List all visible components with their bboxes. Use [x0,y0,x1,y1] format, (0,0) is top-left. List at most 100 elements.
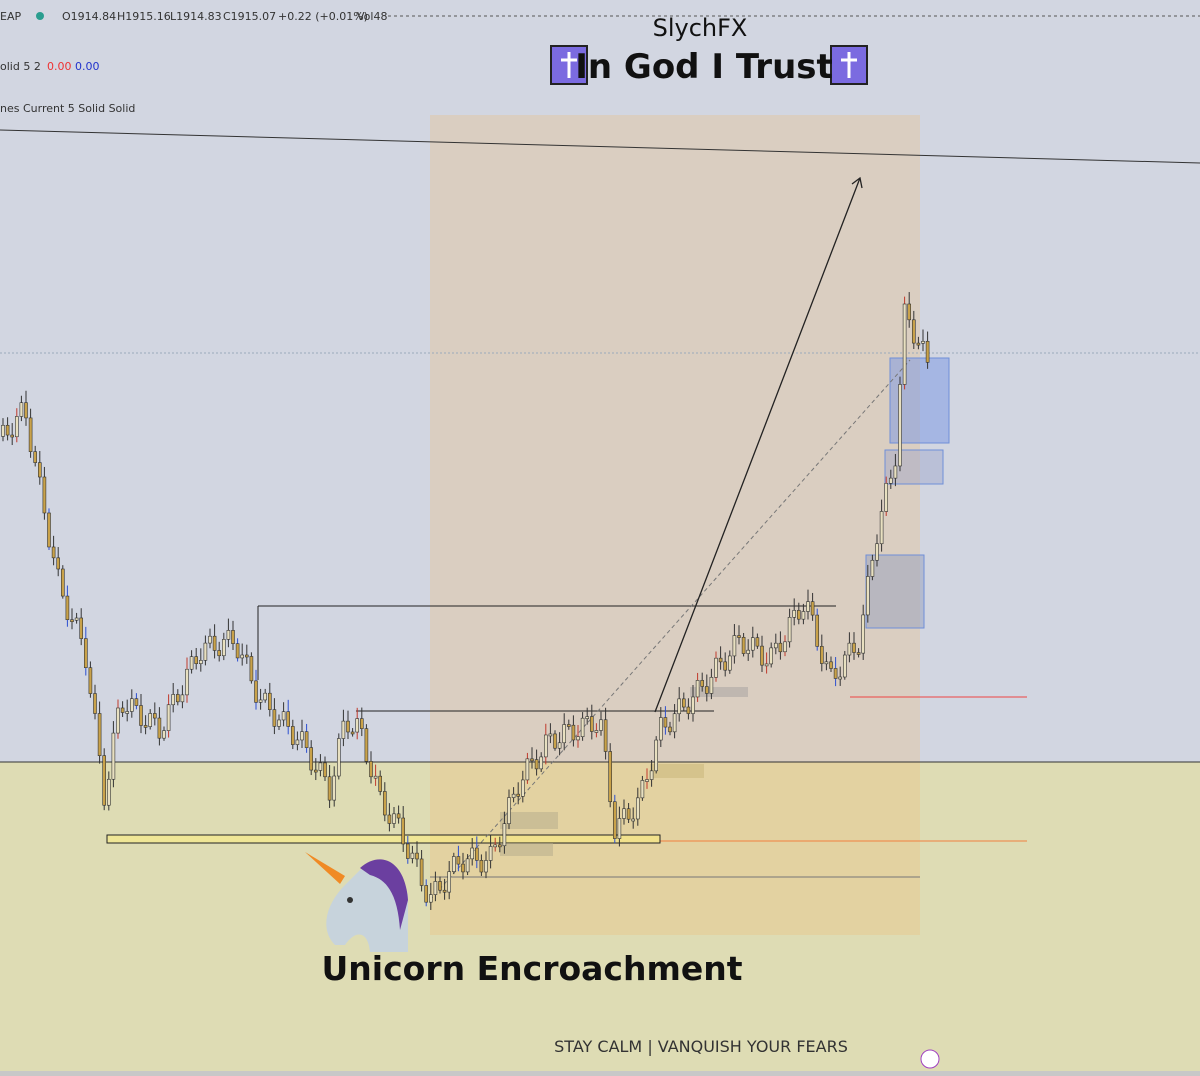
candle [226,630,231,640]
candle [369,761,373,778]
lower-bg [0,762,1200,1076]
status-dot [36,12,44,20]
candle [231,630,235,644]
candle [208,635,212,644]
candle [70,619,74,623]
candle [277,719,281,727]
candle [709,677,714,694]
candle [925,340,930,363]
candle [562,724,567,744]
candle [824,661,829,665]
candle [668,726,672,733]
candle [778,642,783,653]
candle [815,614,820,647]
candle [341,720,346,739]
candle [783,641,787,653]
candle [447,871,452,893]
candle [645,779,649,782]
candle [534,759,539,770]
arrow-head [851,176,863,189]
candle [15,416,19,438]
candle [746,649,751,654]
candle [879,511,884,545]
candle [304,731,309,748]
candle [654,739,659,772]
candle [461,863,465,873]
candle [553,733,557,749]
candle [580,717,585,737]
candle [566,724,571,727]
candle [479,860,484,873]
candle [19,402,24,417]
candle [718,657,723,663]
candle [313,769,318,773]
candle [102,755,106,806]
candle [396,813,401,819]
candle [833,668,838,679]
candle [245,654,249,658]
cross-icon [550,45,588,85]
candle [1,424,5,437]
candle [585,716,590,719]
candle [539,756,544,770]
candle [847,642,852,656]
candle [796,610,801,620]
candle [428,894,433,903]
candle [346,720,350,733]
candle [97,713,102,756]
candle [153,713,157,719]
candle [465,858,470,873]
candle [760,645,764,666]
annotation: Unicorn Encroachment [322,949,743,988]
candle [691,696,695,714]
candle [787,617,792,643]
candle [792,610,797,618]
high: H1915.16 [117,10,171,23]
candle [663,717,668,728]
close: C1915.07 [223,10,276,23]
box [106,834,661,844]
candles [1,292,930,910]
candle [378,775,383,792]
candle [677,698,682,715]
trend-line [0,129,1200,164]
candle [842,654,847,678]
candle [870,559,875,577]
candle [93,693,97,714]
candle [700,680,705,687]
candle [916,342,921,346]
candle [530,758,534,762]
candle [737,635,741,638]
box [500,843,553,856]
candle [405,843,410,859]
candle [199,660,203,664]
candle [162,730,166,739]
candle [65,595,70,621]
candle [658,717,663,741]
candle [166,704,171,731]
unicorn [305,852,408,952]
candle [336,738,341,777]
candle [502,823,507,847]
candle [902,303,907,385]
candle [240,654,244,659]
candle [387,814,392,824]
candle [451,856,456,872]
candle [309,747,314,771]
candle [649,770,654,780]
candle [267,692,272,710]
badge [920,1049,940,1069]
candle [359,718,364,729]
candle [907,303,912,321]
candle [511,793,516,798]
subtitle: In God I Trust [575,47,833,87]
candle [727,655,732,671]
candle [332,775,337,801]
candle [704,686,709,694]
footer: STAY CALM | VANQUISH YOUR FEARS [554,1037,848,1056]
candle [484,860,488,873]
candle [884,483,889,512]
candle [608,751,613,803]
candle [622,808,626,819]
